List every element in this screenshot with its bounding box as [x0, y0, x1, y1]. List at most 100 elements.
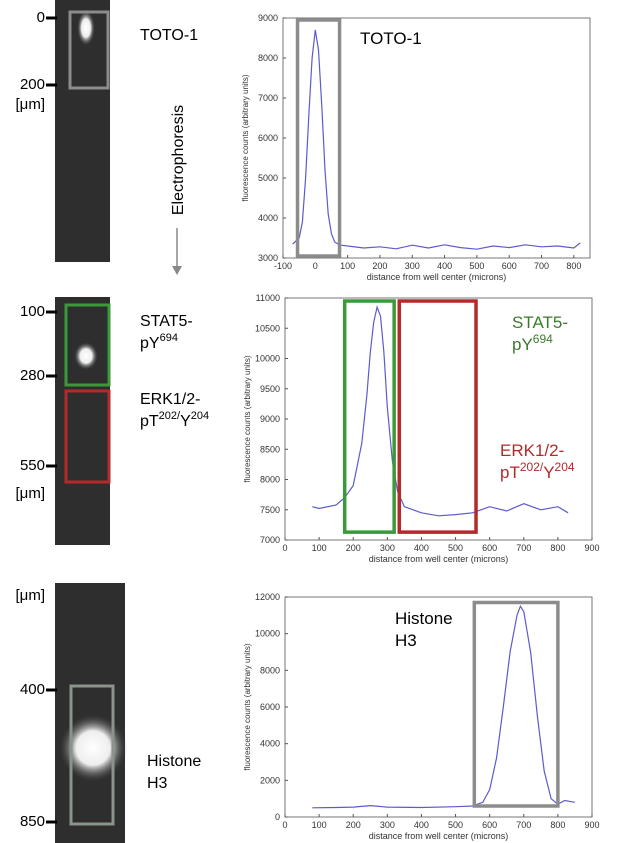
label-text: TOTO-1	[140, 27, 198, 44]
x-tick-label: 300	[380, 543, 395, 553]
annotation-text: Histone	[395, 609, 453, 628]
x-tick-label: 0	[282, 820, 287, 830]
x-tick-label: 900	[584, 820, 599, 830]
x-tick-label: 100	[340, 261, 355, 271]
x-tick-label: 500	[448, 820, 463, 830]
plot-area	[284, 297, 593, 541]
y-tick-label: 4000	[258, 213, 278, 223]
gel-tick-label: 100	[20, 303, 45, 320]
label-text: H3	[147, 775, 168, 792]
x-tick-label: 500	[469, 261, 484, 271]
gel-tick-label: 550	[20, 457, 45, 474]
x-tick-label: 100	[312, 543, 327, 553]
data-line	[312, 305, 569, 517]
region-box	[342, 299, 396, 534]
gel-label: pY694	[140, 332, 178, 352]
y-tick-label: 8500	[260, 444, 280, 454]
gel-ticks	[46, 16, 57, 824]
gel-tick-label: 280	[20, 367, 45, 384]
direction-arrowhead	[172, 266, 182, 275]
y-tick-label: 2000	[260, 775, 280, 785]
plot-area	[284, 596, 593, 818]
x-tick-label: 800	[550, 543, 565, 553]
gel-label: pT202/Y204	[140, 410, 209, 430]
label-text: Histone	[147, 753, 201, 770]
x-tick-label: 800	[566, 261, 581, 271]
annotation: TOTO-1	[360, 29, 422, 48]
y-axis-label: fluorescence counts (arbitrary units)	[243, 355, 252, 483]
gel-box	[64, 389, 111, 484]
y-tick-label: 9500	[260, 384, 280, 394]
annotation-text: pT	[500, 463, 520, 482]
y-tick-label: 8000	[260, 475, 280, 485]
x-tick-label: 300	[405, 261, 420, 271]
annotation-text: H3	[395, 631, 417, 650]
region-box	[397, 299, 478, 534]
y-tick-label: 7000	[258, 93, 278, 103]
gel-label: H3	[147, 775, 168, 792]
region-box	[295, 18, 342, 258]
label-sup: 202/	[159, 410, 181, 422]
y-tick-label: 10000	[255, 629, 280, 639]
y-tick-label: 4000	[260, 739, 280, 749]
gel-band	[74, 342, 98, 370]
y-tick-label: 3000	[258, 253, 278, 263]
plot-area	[282, 17, 591, 259]
x-axis-label: distance from well center (microns)	[367, 272, 507, 282]
gel-tick-label: 400	[20, 681, 45, 698]
y-tick-label: 11000	[256, 293, 280, 303]
label-text: STAT5-	[140, 313, 193, 330]
x-tick-label: 900	[584, 543, 599, 553]
gel-unit: [μm]	[16, 96, 45, 113]
gel-box	[68, 10, 110, 90]
data-line	[292, 29, 581, 250]
annotation-text: ERK1/2-	[500, 441, 564, 460]
x-tick-label: 600	[482, 543, 497, 553]
gel-image	[55, 297, 110, 545]
x-tick-label: 200	[346, 820, 361, 830]
y-tick-label: 7500	[260, 505, 280, 515]
annotation-text: Y	[543, 463, 554, 482]
label-text: pT	[140, 413, 159, 430]
y-tick-label: 10000	[255, 354, 280, 364]
x-tick-label: 400	[414, 543, 429, 553]
y-tick-label: 0	[275, 812, 280, 822]
x-tick-label: 800	[550, 820, 565, 830]
y-tick-label: 5000	[258, 173, 278, 183]
x-axis-label: distance from well center (microns)	[369, 831, 509, 841]
x-tick-label: 700	[516, 543, 531, 553]
x-tick-label: 100	[312, 820, 327, 830]
annotation-text: pY	[512, 335, 533, 354]
x-tick-label: 600	[482, 820, 497, 830]
label-text: pY	[140, 335, 160, 352]
gel-label: Histone	[147, 753, 201, 770]
gel-band	[59, 714, 127, 782]
x-tick-label: 700	[534, 261, 549, 271]
gel-label: TOTO-1	[140, 27, 198, 44]
y-tick-label: 6000	[258, 133, 278, 143]
x-tick-label: 500	[448, 543, 463, 553]
x-tick-label: 400	[437, 261, 452, 271]
annotation-sup: 694	[533, 332, 553, 346]
x-tick-label: 300	[380, 820, 395, 830]
x-tick-label: 0	[282, 543, 287, 553]
annotation-text: STAT5-	[512, 313, 568, 332]
label-text: ERK1/2-	[140, 391, 200, 408]
annotation-sup: 202/	[520, 460, 544, 474]
gel-box	[64, 303, 111, 387]
y-tick-label: 8000	[260, 665, 280, 675]
label-sup: 694	[160, 332, 178, 344]
x-tick-label: 200	[372, 261, 387, 271]
gel-unit: [μm]	[16, 587, 45, 604]
gel-tick-label: 0	[37, 9, 45, 26]
x-tick-label: 0	[313, 261, 318, 271]
y-tick-label: 8000	[258, 53, 278, 63]
x-tick-label: 600	[502, 261, 517, 271]
y-tick-label: 12000	[255, 592, 280, 602]
annotation-sup: 204	[555, 460, 575, 474]
y-axis-label: fluorescence counts (arbitrary units)	[243, 643, 252, 771]
annotation: STAT5-	[512, 313, 568, 332]
gel-unit: [μm]	[16, 485, 45, 502]
annotation-text: TOTO-1	[360, 29, 422, 48]
